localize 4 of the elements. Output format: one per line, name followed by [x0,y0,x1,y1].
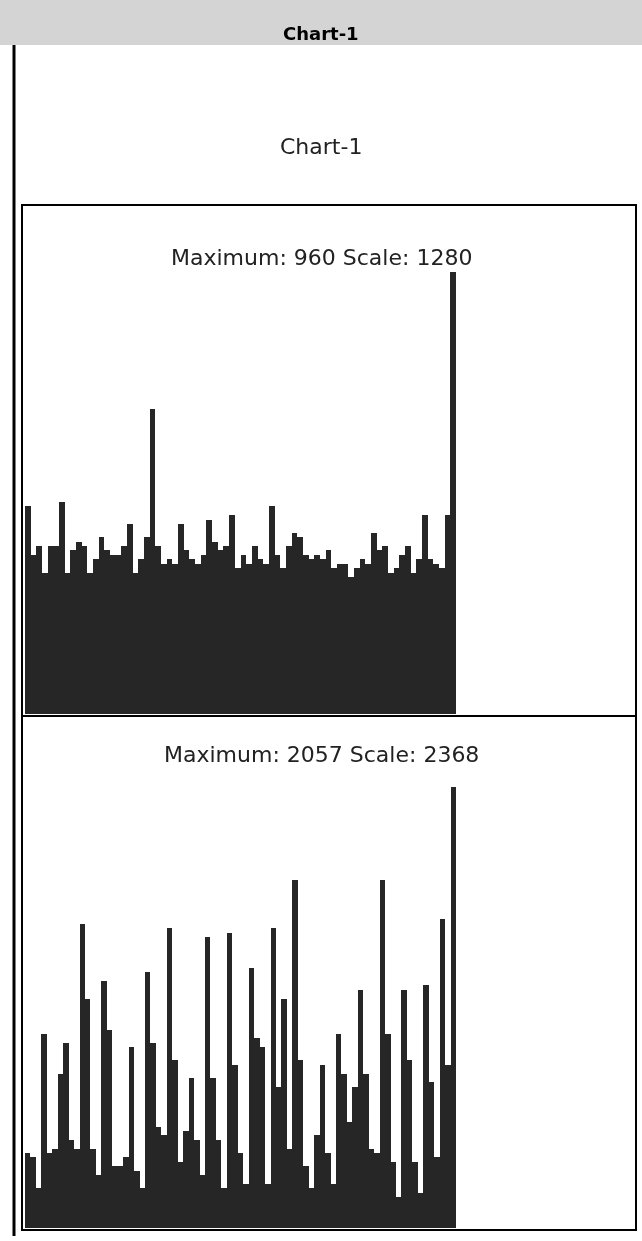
text: Chart-1 [283,23,359,44]
chart-title: Chart-1 [280,134,363,159]
chart-subtitle: Maximum: 960 Scale: 1280 [171,245,473,270]
chart-subtitle: Maximum: 2057 Scale: 2368 [164,742,480,767]
